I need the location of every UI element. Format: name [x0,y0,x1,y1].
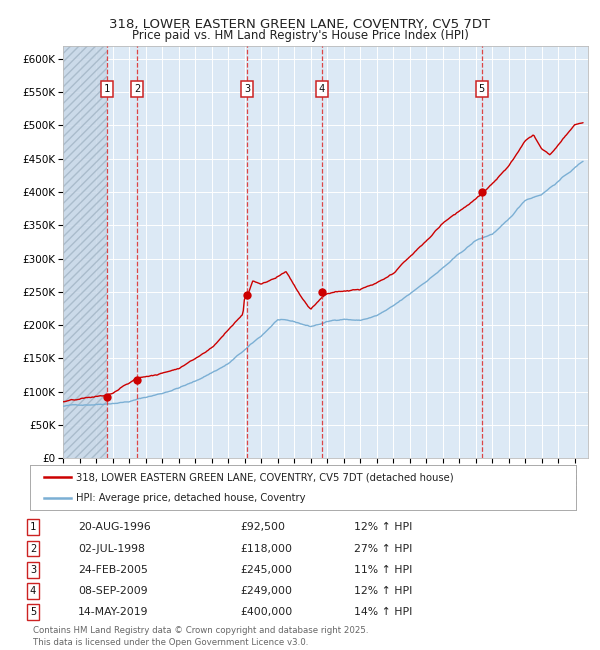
Text: 1: 1 [30,523,36,532]
Text: 12% ↑ HPI: 12% ↑ HPI [354,586,412,596]
Text: 1: 1 [103,84,110,94]
Bar [63,46,107,458]
Text: HPI: Average price, detached house, Coventry: HPI: Average price, detached house, Cove… [76,493,306,503]
Text: 20-AUG-1996: 20-AUG-1996 [78,523,151,532]
Text: £400,000: £400,000 [240,607,292,617]
Text: 12% ↑ HPI: 12% ↑ HPI [354,523,412,532]
Text: 27% ↑ HPI: 27% ↑ HPI [354,543,412,554]
Text: 2: 2 [134,84,140,94]
Text: 5: 5 [30,607,36,617]
Text: 4: 4 [30,586,36,596]
Text: 3: 3 [244,84,250,94]
Text: 02-JUL-1998: 02-JUL-1998 [78,543,145,554]
Text: £92,500: £92,500 [240,523,285,532]
Text: 11% ↑ HPI: 11% ↑ HPI [354,565,412,575]
Text: 2: 2 [30,543,36,554]
Bar [63,46,107,458]
Text: 318, LOWER EASTERN GREEN LANE, COVENTRY, CV5 7DT: 318, LOWER EASTERN GREEN LANE, COVENTRY,… [109,18,491,31]
Text: 4: 4 [319,84,325,94]
Text: Price paid vs. HM Land Registry's House Price Index (HPI): Price paid vs. HM Land Registry's House … [131,29,469,42]
Text: 318, LOWER EASTERN GREEN LANE, COVENTRY, CV5 7DT (detached house): 318, LOWER EASTERN GREEN LANE, COVENTRY,… [76,472,454,482]
Text: 3: 3 [30,565,36,575]
Text: 14% ↑ HPI: 14% ↑ HPI [354,607,412,617]
Text: 5: 5 [479,84,485,94]
Text: 14-MAY-2019: 14-MAY-2019 [78,607,149,617]
Text: £118,000: £118,000 [240,543,292,554]
Text: Contains HM Land Registry data © Crown copyright and database right 2025.
This d: Contains HM Land Registry data © Crown c… [33,626,368,647]
Text: 08-SEP-2009: 08-SEP-2009 [78,586,148,596]
Text: £249,000: £249,000 [240,586,292,596]
Text: £245,000: £245,000 [240,565,292,575]
Text: 24-FEB-2005: 24-FEB-2005 [78,565,148,575]
